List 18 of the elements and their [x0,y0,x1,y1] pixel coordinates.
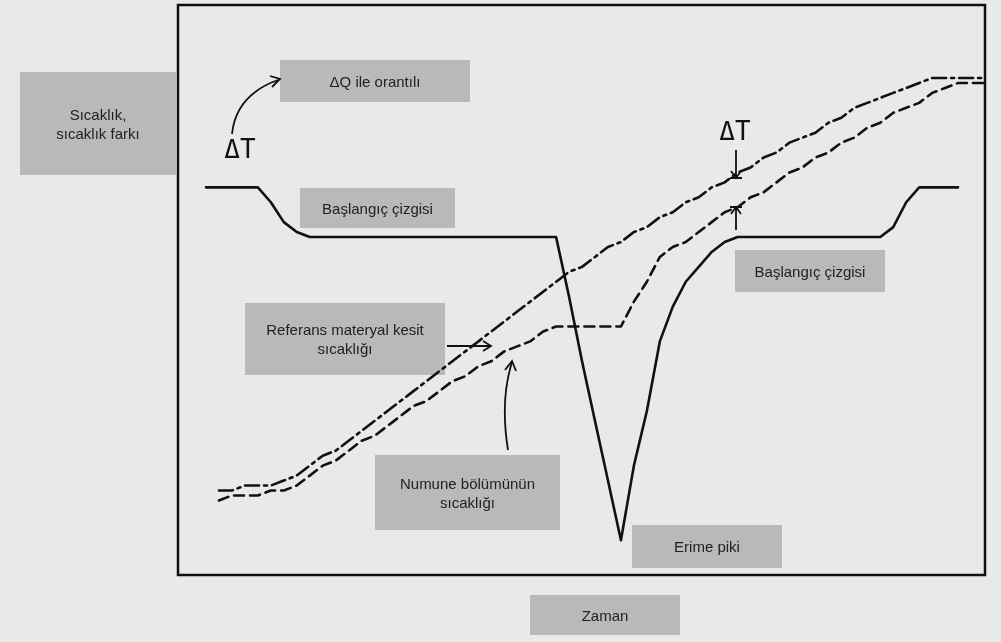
annotation: Erime piki [674,538,740,555]
text-box: ΔQ ile orantılı [280,60,470,102]
x-axis-title: Zaman [581,606,629,624]
annotation: ΔQ ile orantılı [329,72,421,90]
annotation: Numune bölümünün sıcaklığı [399,474,536,511]
annotation: ΔT [719,116,751,146]
text-box: Referans materyal kesit sıcaklığı [245,303,445,375]
annotation: ΔT [224,134,256,164]
text-box: Zaman [530,595,680,635]
text-box: Başlangıç çizgisi [735,250,885,292]
annotation: Referans materyal kesit sıcaklığı [266,321,425,357]
text-box: Numune bölümünün sıcaklığı [375,455,560,530]
annotation: Başlangıç çizgisi [754,262,866,280]
text-box: Sıcaklık, sıcaklık farkı [20,72,176,175]
text-box: Başlangıç çizgisi [300,188,455,228]
y-axis-title: Sıcaklık, sıcaklık farkı [56,105,140,142]
text-box: Erime piki [632,525,782,568]
annotation: Başlangıç çizgisi [322,199,433,217]
